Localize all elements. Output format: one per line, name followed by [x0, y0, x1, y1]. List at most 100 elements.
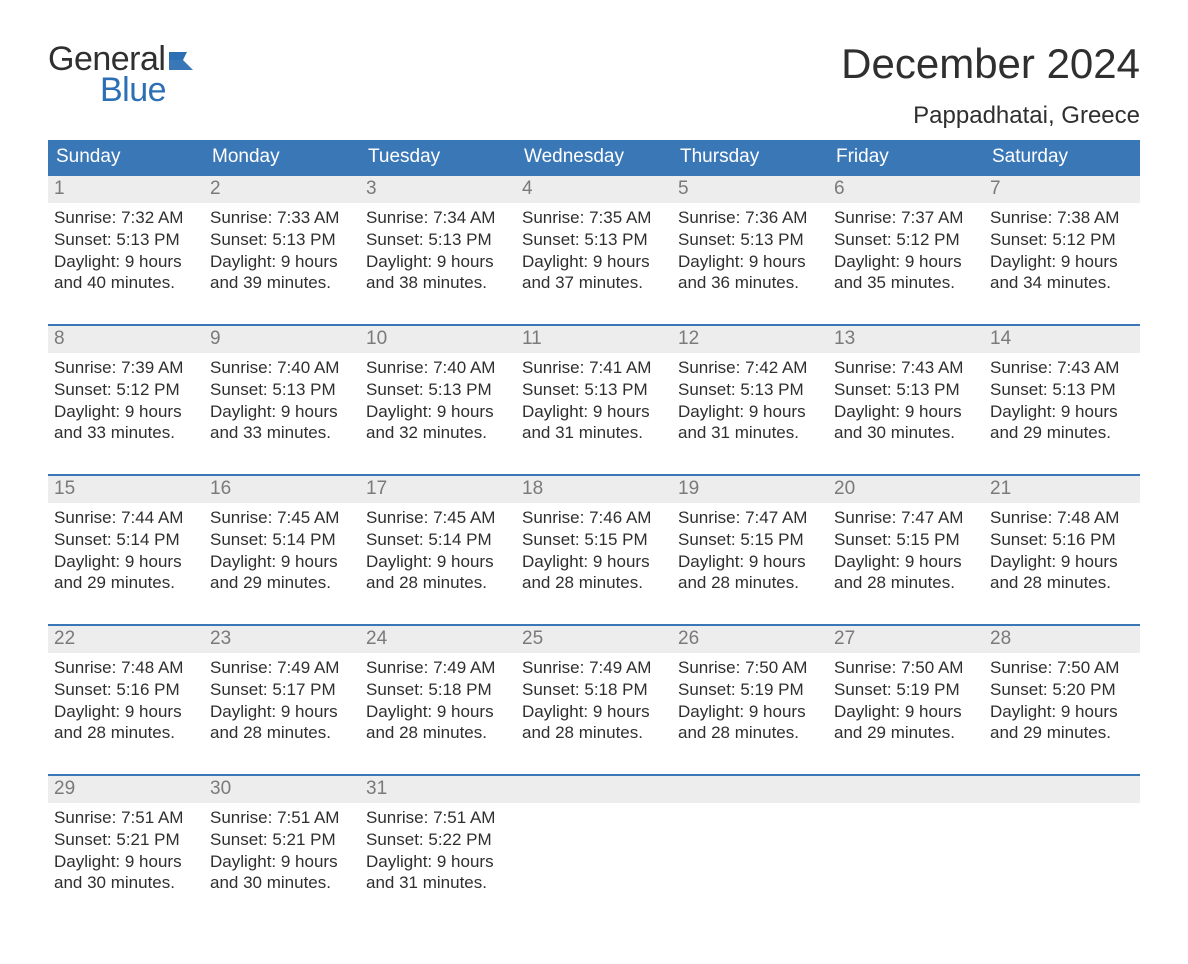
calendar-week-row: 22Sunrise: 7:48 AMSunset: 5:16 PMDayligh… [48, 624, 1140, 774]
daylight-line-2: and 28 minutes. [522, 572, 666, 594]
calendar-cell: 3Sunrise: 7:34 AMSunset: 5:13 PMDaylight… [360, 176, 516, 324]
day-number: 6 [828, 176, 984, 203]
daylight-line-1: Daylight: 9 hours [210, 701, 354, 723]
calendar-page: General Blue December 2024 Pappadhatai, … [0, 0, 1188, 964]
daylight-line-2: and 35 minutes. [834, 272, 978, 294]
day-number: 25 [516, 626, 672, 653]
sunset-line: Sunset: 5:15 PM [678, 529, 822, 551]
day-number: 19 [672, 476, 828, 503]
day-details: Sunrise: 7:42 AMSunset: 5:13 PMDaylight:… [672, 353, 828, 474]
calendar-cell: 13Sunrise: 7:43 AMSunset: 5:13 PMDayligh… [828, 326, 984, 474]
calendar-cell: 27 Sunrise: 7:50 AMSunset: 5:19 PMDayligh… [828, 626, 984, 774]
day-number: 4 [516, 176, 672, 203]
day-details: Sunrise: 7:46 AMSunset: 5:15 PMDaylight:… [516, 503, 672, 624]
day-number: 3 [360, 176, 516, 203]
calendar-cell-empty: ..... [516, 776, 672, 924]
sunrise-line: Sunrise: 7:32 AM [54, 207, 198, 229]
calendar-cell: 28Sunrise: 7:50 AMSunset: 5:20 PMDayligh… [984, 626, 1140, 774]
weekday-header: Friday [828, 140, 984, 176]
daylight-line-1: Daylight: 9 hours [990, 251, 1134, 273]
daylight-line-2: and 28 minutes. [834, 572, 978, 594]
sunset-line: Sunset: 5:22 PM [366, 829, 510, 851]
calendar-cell: 7Sunrise: 7:38 AMSunset: 5:12 PMDaylight… [984, 176, 1140, 324]
daylight-line-1: Daylight: 9 hours [834, 551, 978, 573]
calendar-cell: 29Sunrise: 7:51 AMSunset: 5:21 PMDayligh… [48, 776, 204, 924]
calendar-week-row: 29Sunrise: 7:51 AMSunset: 5:21 PMDayligh… [48, 774, 1140, 924]
sunset-line: Sunset: 5:12 PM [54, 379, 198, 401]
day-details: Sunrise: 7:39 AMSunset: 5:12 PMDaylight:… [48, 353, 204, 474]
sunrise-line: Sunrise: 7:51 AM [366, 807, 510, 829]
daylight-line-1: Daylight: 9 hours [366, 701, 510, 723]
day-details: Sunrise: 7:50 AMSunset: 5:20 PMDaylight:… [984, 653, 1140, 774]
calendar-cell: 1Sunrise: 7:32 AMSunset: 5:13 PMDaylight… [48, 176, 204, 324]
calendar-week-row: 8Sunrise: 7:39 AMSunset: 5:12 PMDaylight… [48, 324, 1140, 474]
sunset-line: Sunset: 5:15 PM [834, 529, 978, 551]
sunset-line: Sunset: 5:12 PM [990, 229, 1134, 251]
day-details: Sunrise: 7:47 AMSunset: 5:15 PMDaylight:… [828, 503, 984, 624]
day-details: Sunrise: 7:44 AMSunset: 5:14 PMDaylight:… [48, 503, 204, 624]
day-details: Sunrise: 7:51 AMSunset: 5:21 PMDaylight:… [204, 803, 360, 924]
daylight-line-1: Daylight: 9 hours [990, 701, 1134, 723]
daylight-line-1: Daylight: 9 hours [54, 251, 198, 273]
sunset-line: Sunset: 5:13 PM [366, 229, 510, 251]
daylight-line-1: Daylight: 9 hours [678, 551, 822, 573]
daylight-line-1: Daylight: 9 hours [366, 851, 510, 873]
daylight-line-1: Daylight: 9 hours [522, 551, 666, 573]
sunrise-line: Sunrise: 7:50 AM [834, 657, 978, 679]
daylight-line-1: Daylight: 9 hours [678, 701, 822, 723]
day-number: 5 [672, 176, 828, 203]
day-number: 8 [48, 326, 204, 353]
daylight-line-1: Daylight: 9 hours [678, 251, 822, 273]
daylight-line-1: Daylight: 9 hours [834, 701, 978, 723]
sunset-line: Sunset: 5:13 PM [990, 379, 1134, 401]
day-number: 20 [828, 476, 984, 503]
day-details: Sunrise: 7:41 AMSunset: 5:13 PMDaylight:… [516, 353, 672, 474]
day-details: Sunrise: 7:36 AMSunset: 5:13 PMDaylight:… [672, 203, 828, 324]
day-number: 26 [672, 626, 828, 653]
daylight-line-2: and 31 minutes. [678, 422, 822, 444]
daylight-line-1: Daylight: 9 hours [54, 851, 198, 873]
calendar-cell: 11Sunrise: 7:41 AMSunset: 5:13 PMDayligh… [516, 326, 672, 474]
daylight-line-2: and 29 minutes. [990, 422, 1134, 444]
daylight-line-1: Daylight: 9 hours [210, 251, 354, 273]
daylight-line-1: Daylight: 9 hours [834, 401, 978, 423]
day-number: 12 [672, 326, 828, 353]
day-number: 22 [48, 626, 204, 653]
sunrise-line: Sunrise: 7:46 AM [522, 507, 666, 529]
daylight-line-2: and 28 minutes. [990, 572, 1134, 594]
daylight-line-2: and 33 minutes. [210, 422, 354, 444]
calendar-cell: 21Sunrise: 7:48 AMSunset: 5:16 PMDayligh… [984, 476, 1140, 624]
daylight-line-2: and 30 minutes. [54, 872, 198, 894]
month-title: December 2024 [841, 40, 1140, 88]
day-number: 10 [360, 326, 516, 353]
daylight-line-2: and 28 minutes. [366, 722, 510, 744]
day-details: Sunrise: 7:37 AMSunset: 5:12 PMDaylight:… [828, 203, 984, 324]
location: Pappadhatai, Greece [841, 102, 1140, 130]
logo-word-2: Blue [100, 71, 199, 110]
calendar-week-row: 1Sunrise: 7:32 AMSunset: 5:13 PMDaylight… [48, 176, 1140, 324]
daylight-line-2: and 32 minutes. [366, 422, 510, 444]
calendar-cell: 16Sunrise: 7:45 AMSunset: 5:14 PMDayligh… [204, 476, 360, 624]
weekday-header-row: SundayMondayTuesdayWednesdayThursdayFrid… [48, 140, 1140, 176]
daylight-line-1: Daylight: 9 hours [366, 251, 510, 273]
sunrise-line: Sunrise: 7:37 AM [834, 207, 978, 229]
daylight-line-2: and 30 minutes. [210, 872, 354, 894]
day-details: Sunrise: 7:45 AMSunset: 5:14 PMDaylight:… [360, 503, 516, 624]
sunrise-line: Sunrise: 7:40 AM [366, 357, 510, 379]
sunrise-line: Sunrise: 7:42 AM [678, 357, 822, 379]
header: General Blue December 2024 Pappadhatai, … [48, 40, 1140, 130]
calendar-cell: 2Sunrise: 7:33 AMSunset: 5:13 PMDaylight… [204, 176, 360, 324]
sunset-line: Sunset: 5:12 PM [834, 229, 978, 251]
sunset-line: Sunset: 5:19 PM [834, 679, 978, 701]
calendar-cell: 17Sunrise: 7:45 AMSunset: 5:14 PMDayligh… [360, 476, 516, 624]
daylight-line-2: and 28 minutes. [54, 722, 198, 744]
sunrise-line: Sunrise: 7:35 AM [522, 207, 666, 229]
day-number: 27 [828, 626, 984, 653]
sunrise-line: Sunrise: 7:47 AM [834, 507, 978, 529]
sunrise-line: Sunrise: 7:49 AM [210, 657, 354, 679]
calendar-cell-empty: ..... [984, 776, 1140, 924]
day-details: Sunrise: 7:40 AMSunset: 5:13 PMDaylight:… [204, 353, 360, 474]
sunrise-line: Sunrise: 7:38 AM [990, 207, 1134, 229]
sunrise-line: Sunrise: 7:43 AM [834, 357, 978, 379]
sunrise-line: Sunrise: 7:48 AM [990, 507, 1134, 529]
